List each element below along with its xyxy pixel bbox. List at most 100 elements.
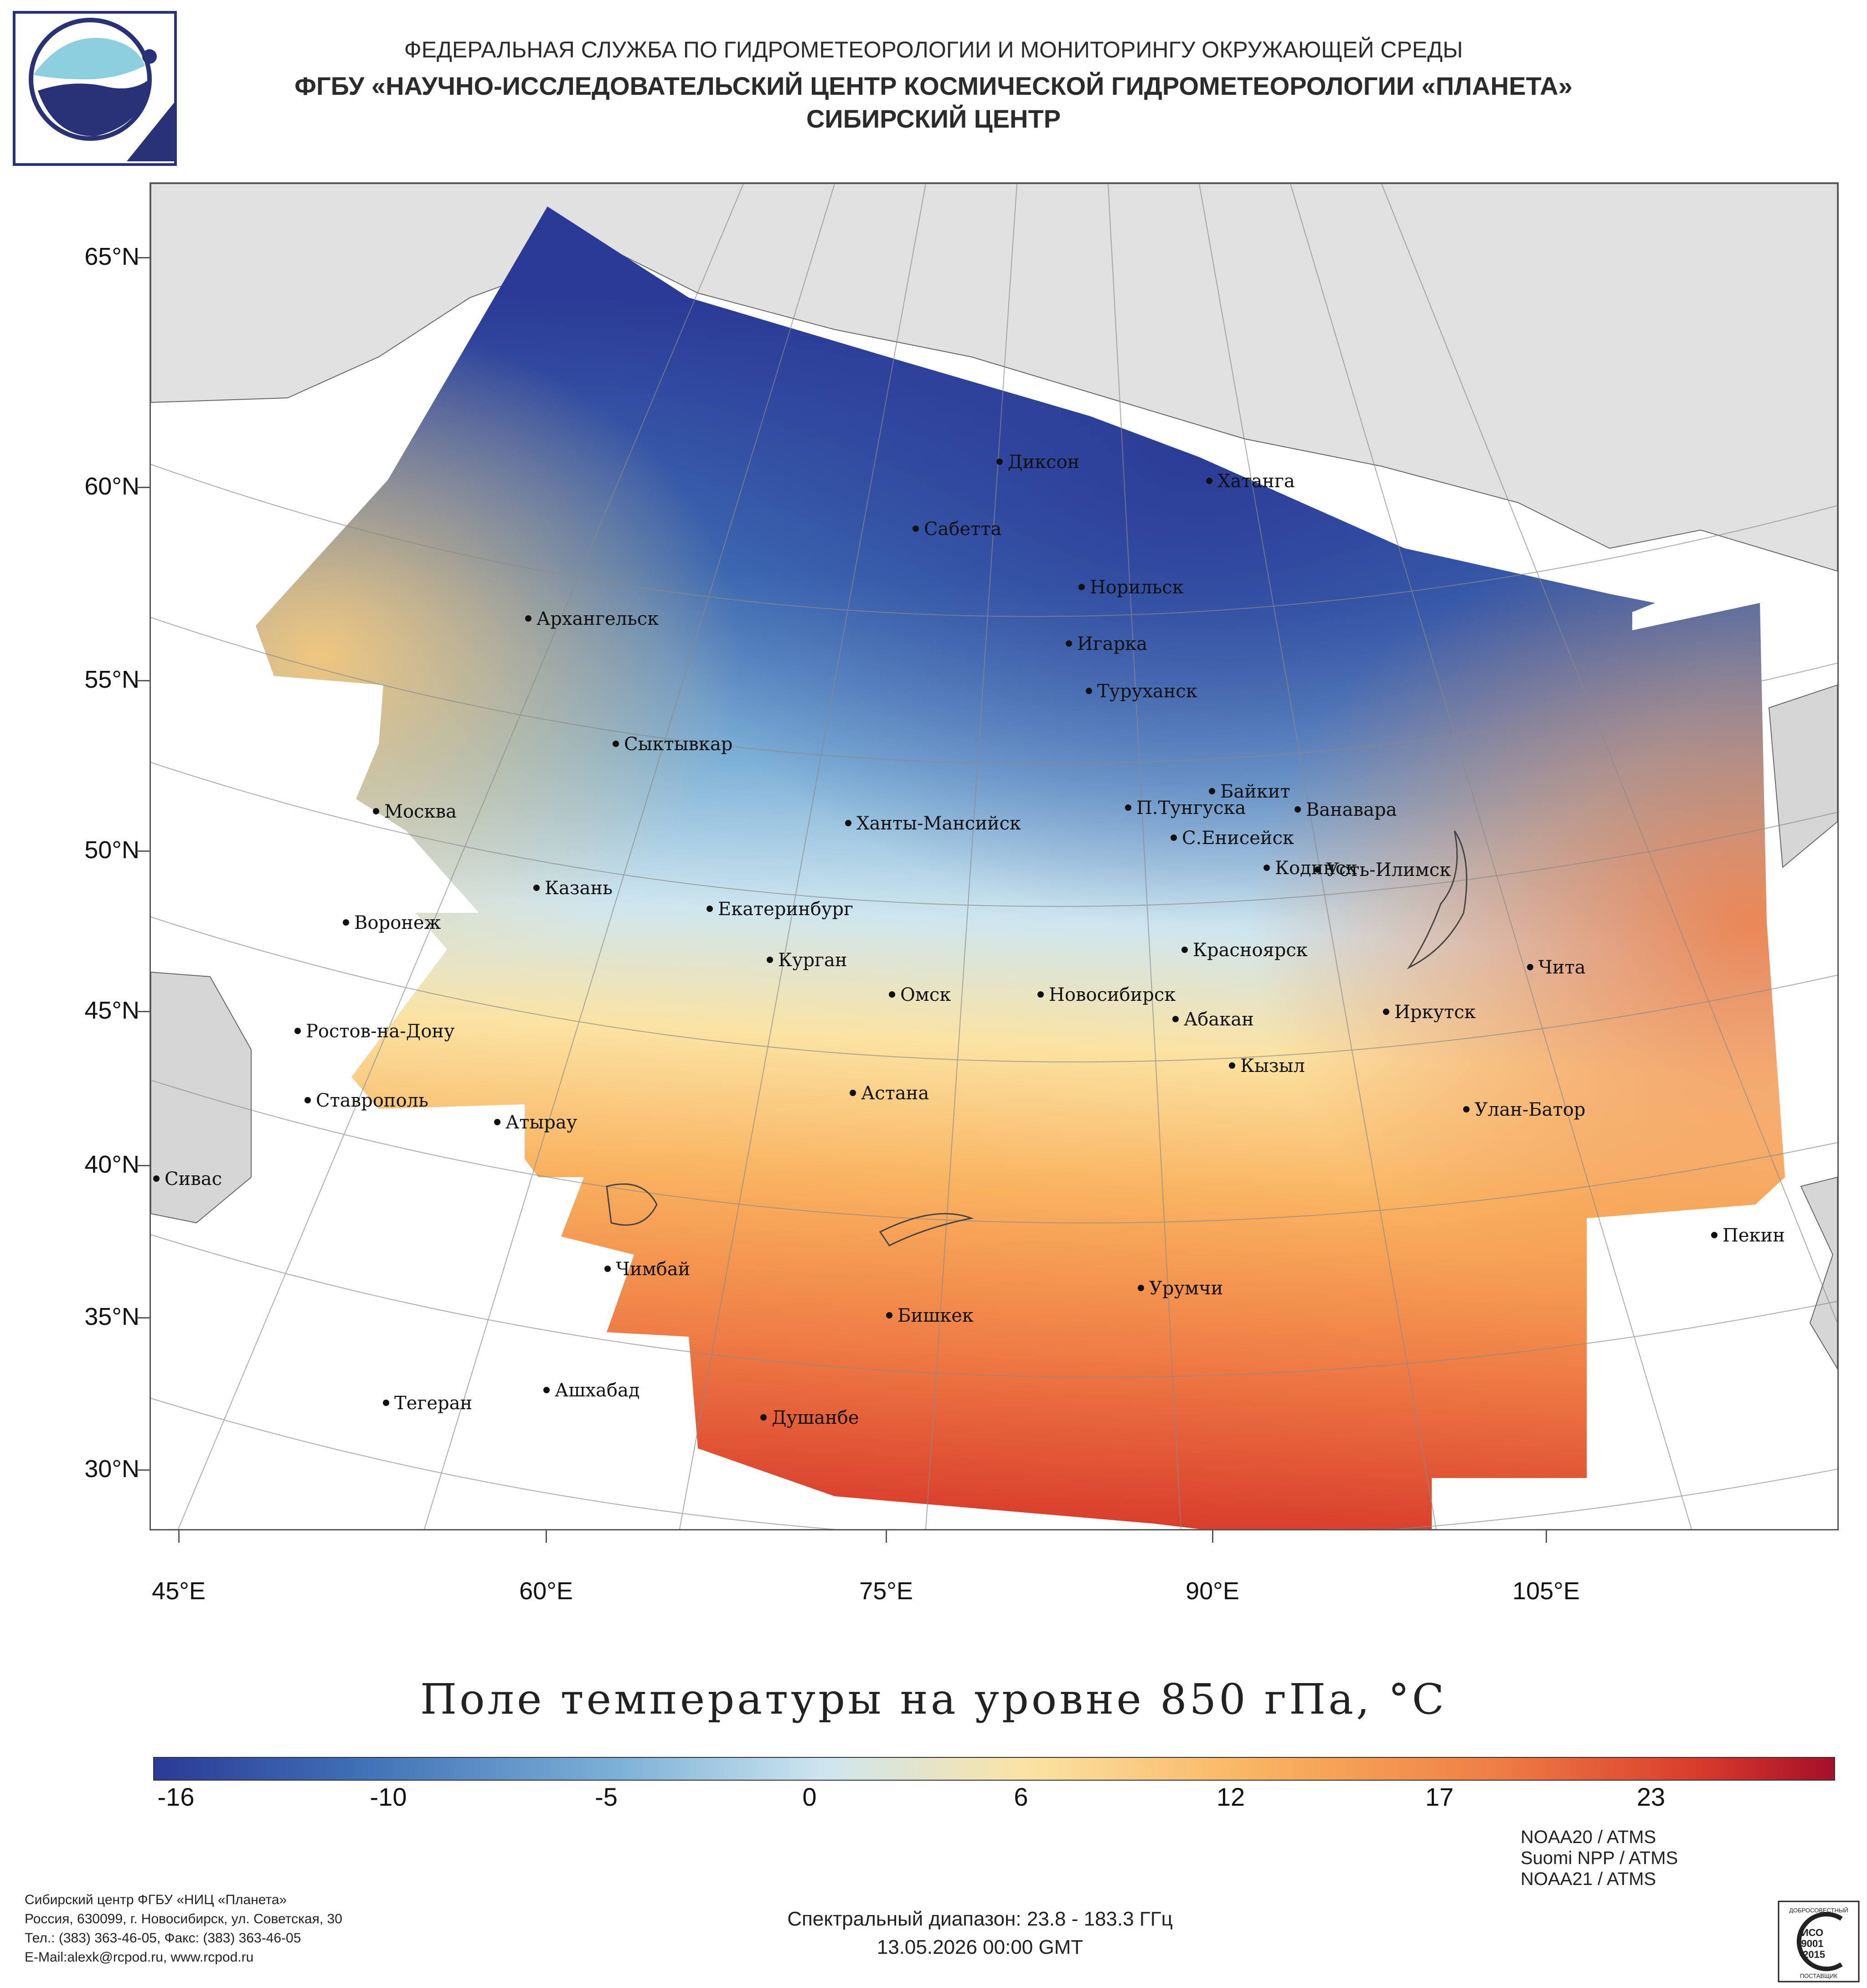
lat-label: 65°N (84, 243, 139, 270)
lon-label: 90°E (1186, 1577, 1239, 1605)
svg-text:С.Енисейск: С.Енисейск (1182, 828, 1294, 849)
svg-text:Казань: Казань (545, 878, 613, 899)
lat-label: 45°N (84, 997, 139, 1024)
lat-label: 40°N (84, 1151, 139, 1178)
org-address: Россия, 630099, г. Новосибирск, ул. Сове… (25, 1911, 342, 1926)
svg-text:Тегеран: Тегеран (394, 1393, 472, 1414)
colorbar-tick-label: -16 (157, 1782, 195, 1811)
svg-text:Курган: Курган (778, 950, 847, 971)
svg-text:Усть-Илимск: Усть-Илимск (1326, 860, 1451, 881)
lon-tick (546, 1529, 547, 1543)
lat-tick (137, 257, 150, 258)
city-marker: Бишкек (886, 1305, 974, 1326)
svg-text:Иркутск: Иркутск (1394, 1002, 1476, 1023)
city-marker: Воронеж (343, 912, 441, 933)
city-marker: Урумчи (1138, 1278, 1223, 1299)
svg-text:Ашхабад: Ашхабад (555, 1380, 640, 1401)
colorbar-tick-label: 6 (1014, 1782, 1028, 1811)
svg-text:Москва: Москва (384, 801, 457, 822)
badge-iso-text: ИСО (1801, 1927, 1823, 1938)
legend-title: Поле температуры на уровне 850 гПа, °C (420, 1675, 1447, 1724)
lon-tick (886, 1529, 887, 1543)
colorbar-tick-label: 12 (1216, 1782, 1245, 1811)
svg-text:Атырау: Атырау (505, 1112, 578, 1133)
svg-text:Сыктывкар: Сыктывкар (624, 734, 732, 755)
colorbar-tick-label: 23 (1636, 1782, 1666, 1811)
city-marker: Туруханск (1086, 681, 1197, 702)
city-marker: Красноярск (1181, 940, 1308, 961)
svg-text:Ванавара: Ванавара (1306, 799, 1397, 820)
logo-emblem (13, 11, 177, 166)
svg-text:Улан-Батор: Улан-Батор (1475, 1099, 1585, 1120)
city-marker: Атырау (494, 1112, 578, 1133)
header-agency: ФЕДЕРАЛЬНАЯ СЛУЖБА ПО ГИДРОМЕТЕОРОЛОГИИ … (404, 37, 1463, 62)
spectral-range: Спектральный диапазон: 23.8 - 183.3 ГГц (787, 1908, 1173, 1930)
svg-text:Красноярск: Красноярск (1193, 940, 1308, 961)
header-center: СИБИРСКИЙ ЦЕНТР (806, 104, 1061, 133)
lat-label: 30°N (84, 1455, 139, 1483)
temperature-swath (256, 206, 1785, 1529)
svg-text:Чимбай: Чимбай (616, 1259, 690, 1280)
pacific-coast (1768, 684, 1837, 868)
city-marker: Сабетта (913, 519, 1001, 540)
arctic-landmass (151, 184, 1837, 572)
svg-text:Архангельск: Архангельск (536, 608, 659, 629)
colorbar-tick-label: -10 (370, 1782, 407, 1811)
org-email: E-Mail:alexk@rcpod.ru, www.rcpod.ru (25, 1950, 254, 1965)
city-marker: Ванавара (1295, 799, 1397, 820)
colorbar-tick-label: 0 (802, 1782, 817, 1811)
city-marker: Кызыл (1229, 1056, 1305, 1076)
city-marker: Улан-Батор (1463, 1099, 1585, 1120)
svg-text:Чита: Чита (1538, 957, 1586, 978)
lat-label: 55°N (84, 666, 139, 693)
black-sea-coast (151, 971, 252, 1224)
city-marker: Архангельск (525, 608, 659, 629)
city-marker: Екатеринбург (707, 899, 853, 920)
lat-tick (137, 1165, 150, 1166)
badge-bottom-text: ПОСТАВЩИК (1800, 1973, 1838, 1979)
lat-tick (137, 1317, 150, 1318)
svg-text:Екатеринбург: Екатеринбург (718, 899, 853, 920)
svg-text:Туруханск: Туруханск (1097, 681, 1197, 702)
city-marker: Игарка (1066, 633, 1147, 654)
lat-tick (137, 680, 150, 681)
city-marker: Казань (533, 878, 613, 899)
header-institute: ФГБУ «НАУЧНО-ИССЛЕДОВАТЕЛЬСКИЙ ЦЕНТР КОС… (294, 72, 1573, 100)
svg-text:Пекин: Пекин (1723, 1225, 1785, 1246)
lon-label: 45°E (152, 1577, 206, 1605)
city-marker: Чимбай (604, 1259, 690, 1280)
lon-tick (178, 1529, 180, 1543)
city-markers: Диксон Хатанга Сабетта Норильск Игарка Т… (153, 452, 1785, 1428)
city-marker: Иркутск (1383, 1002, 1476, 1023)
lat-tick (137, 1011, 150, 1012)
svg-text:Игарка: Игарка (1077, 633, 1147, 654)
city-marker: Ростов-на-Дону (294, 1021, 455, 1042)
lon-tick (1546, 1529, 1547, 1543)
svg-text:Ростов-на-Дону: Ростов-на-Дону (306, 1021, 455, 1042)
map-canvas: Диксон Хатанга Сабетта Норильск Игарка Т… (151, 184, 1837, 1529)
observation-datetime: 13.05.2026 00:00 GMT (877, 1936, 1083, 1958)
city-marker: Ханты-Мансийск (845, 813, 1021, 834)
lon-label: 105°E (1512, 1577, 1580, 1605)
lat-tick (137, 850, 150, 852)
planeta-logo (13, 11, 177, 166)
city-marker: Норильск (1078, 577, 1184, 598)
city-marker: Астана (850, 1083, 929, 1104)
city-marker: Курган (767, 950, 847, 971)
city-marker: Душанбе (760, 1407, 859, 1428)
city-marker: Пекин (1711, 1225, 1785, 1246)
city-marker: Сивас (153, 1169, 222, 1190)
svg-text:Воронеж: Воронеж (354, 912, 441, 933)
sensor-item: NOAA21 / ATMS (1521, 1869, 1656, 1889)
svg-text:Хатанга: Хатанга (1217, 471, 1295, 492)
iso-badge-icon: ДОБРОСОВЕСТНЫЙ ИСО 9001 -2015 ПОСТАВЩИК (1778, 1900, 1860, 1983)
svg-text:Астана: Астана (861, 1083, 929, 1104)
sensor-item: NOAA20 / ATMS (1521, 1827, 1656, 1847)
svg-text:Кызыл: Кызыл (1240, 1056, 1305, 1076)
yellow-sea-coast (1800, 1176, 1837, 1370)
svg-text:П.Тунгуска: П.Тунгуска (1136, 798, 1246, 819)
city-marker: Тегеран (383, 1393, 472, 1414)
aral-sea (606, 1183, 658, 1226)
sensor-list: NOAA20 / ATMS Suomi NPP / ATMS NOAA21 / … (1521, 1827, 1678, 1890)
org-phone: Тел.: (383) 363-46-05, Факс: (383) 363-4… (25, 1931, 301, 1946)
